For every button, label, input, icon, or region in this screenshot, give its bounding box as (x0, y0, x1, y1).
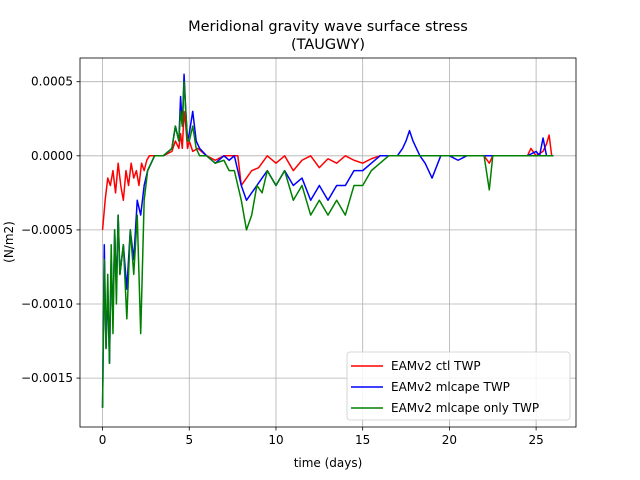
legend-box (346, 351, 571, 421)
chart-title: Meridional gravity wave surface stress (188, 19, 468, 35)
series-line-3 (101, 80, 554, 408)
y-axis-ticks: −0.0015 −0.0010 −0.0005 0.0000 0.0005 (21, 75, 80, 385)
chart-subtitle: (TAUGWY) (291, 37, 365, 53)
x-tick-label: 10 (268, 433, 283, 447)
y-tick-label: −0.0015 (21, 371, 73, 385)
y-tick-label: 0.0005 (31, 75, 73, 89)
legend-label: EAMv2 ctl TWP (391, 359, 481, 373)
x-tick-label: 5 (185, 433, 193, 447)
x-axis-ticks: 0 5 10 15 20 25 (99, 427, 544, 447)
legend: EAMv2 ctl TWP EAMv2 mlcape TWP EAMv2 mlcap… (346, 351, 571, 421)
y-tick-label: −0.0010 (21, 297, 73, 311)
x-tick-label: 25 (528, 433, 543, 447)
legend-label: EAMv2 mlcape only TWP (391, 401, 539, 415)
x-axis-label: time (days) (294, 456, 363, 470)
series-line-1 (101, 110, 553, 230)
x-tick-label: 15 (355, 433, 370, 447)
x-tick-label: 0 (99, 433, 107, 447)
y-tick-label: −0.0005 (21, 223, 73, 237)
legend-label: EAMv2 mlcape TWP (391, 380, 510, 394)
x-tick-label: 20 (442, 433, 457, 447)
y-tick-label: 0.0000 (31, 149, 73, 163)
y-axis-label: (N/m2) (2, 221, 16, 263)
plot-frame (79, 57, 577, 428)
series-lines (101, 73, 554, 408)
